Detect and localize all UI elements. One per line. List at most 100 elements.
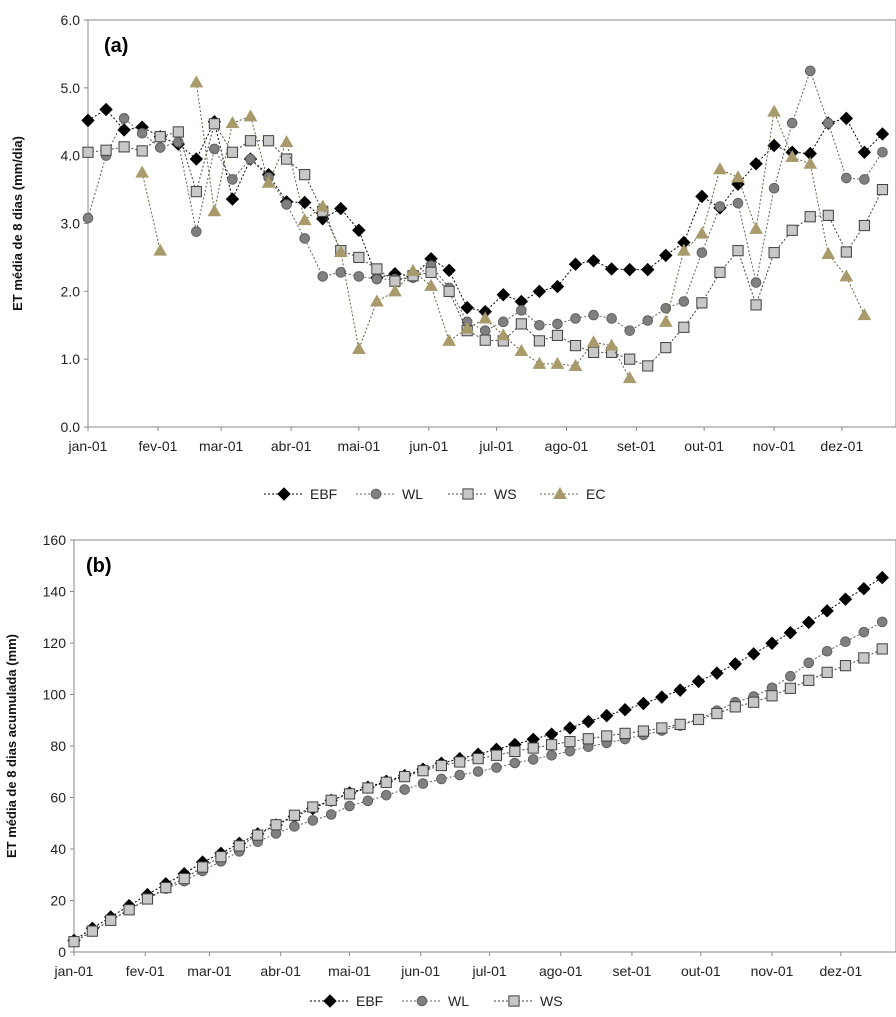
data-point bbox=[371, 273, 383, 285]
data-point bbox=[442, 333, 456, 346]
data-point bbox=[172, 126, 184, 138]
data-point bbox=[172, 136, 184, 148]
data-point bbox=[622, 262, 637, 277]
data-point bbox=[454, 769, 466, 781]
data-point bbox=[335, 267, 347, 278]
data-point bbox=[515, 318, 527, 330]
data-point bbox=[380, 776, 392, 788]
legend-label: WL bbox=[448, 993, 469, 1009]
data-point bbox=[857, 145, 872, 159]
y-tick-label: 60 bbox=[50, 790, 66, 806]
legend-marker bbox=[462, 488, 474, 500]
data-point bbox=[514, 344, 529, 357]
data-point bbox=[839, 660, 852, 672]
data-point bbox=[622, 371, 637, 384]
legend-marker bbox=[277, 487, 291, 501]
data-point bbox=[767, 104, 781, 117]
series-line bbox=[141, 172, 161, 251]
y-tick-label: 40 bbox=[50, 841, 66, 857]
data-point bbox=[875, 127, 890, 141]
data-point bbox=[472, 766, 484, 777]
data-point bbox=[399, 784, 410, 795]
data-point bbox=[822, 209, 834, 221]
data-point bbox=[839, 111, 854, 126]
legend-label: EBF bbox=[310, 486, 337, 502]
data-point bbox=[406, 263, 420, 276]
x-tick-label: out-01 bbox=[684, 438, 724, 454]
legend-marker bbox=[508, 995, 520, 1007]
data-point bbox=[279, 135, 294, 148]
data-point bbox=[728, 657, 742, 671]
data-point bbox=[749, 221, 763, 234]
data-point bbox=[105, 914, 117, 926]
y-tick-label: 2.0 bbox=[61, 283, 81, 299]
data-point bbox=[658, 314, 673, 327]
data-point bbox=[417, 765, 429, 777]
legend-marker bbox=[370, 488, 382, 500]
x-tick-label: abr-01 bbox=[260, 963, 301, 979]
data-point bbox=[351, 341, 366, 354]
data-point bbox=[362, 782, 374, 794]
data-point bbox=[343, 788, 356, 800]
x-tick-label: dez-01 bbox=[820, 438, 863, 454]
data-point bbox=[189, 75, 204, 88]
data-point bbox=[692, 713, 705, 726]
data-point bbox=[544, 727, 559, 741]
data-point bbox=[656, 722, 668, 734]
x-tick-label: nov-01 bbox=[751, 963, 794, 979]
data-point bbox=[822, 117, 834, 129]
data-point bbox=[786, 117, 798, 129]
series-ebf bbox=[81, 102, 890, 319]
data-point bbox=[750, 299, 762, 311]
x-tick-label: mai-01 bbox=[328, 963, 371, 979]
data-point bbox=[460, 300, 474, 315]
y-tick-label: 100 bbox=[43, 687, 67, 703]
data-point bbox=[353, 271, 365, 282]
data-point bbox=[497, 316, 509, 328]
data-point bbox=[710, 666, 724, 680]
legend-marker bbox=[553, 486, 567, 499]
plot-area bbox=[87, 19, 896, 428]
data-point bbox=[233, 840, 245, 852]
data-point bbox=[270, 819, 282, 831]
x-tick-label: jan-01 bbox=[54, 963, 94, 979]
data-point bbox=[225, 192, 240, 206]
data-point bbox=[587, 346, 600, 358]
data-point bbox=[527, 742, 539, 754]
data-point bbox=[803, 156, 818, 169]
data-point bbox=[516, 305, 527, 316]
data-point bbox=[748, 696, 760, 708]
data-point bbox=[479, 325, 491, 336]
data-point bbox=[215, 851, 227, 863]
y-tick-label: 5.0 bbox=[61, 80, 81, 96]
legend: EBF WL WS EC bbox=[264, 486, 605, 502]
data-point bbox=[117, 123, 131, 137]
chart-a-svg: 0.0 1.0 2.0 3.0 4.0 5.0 6.0 jan-01 fev-01 mar-01 a… bbox=[10, 12, 896, 502]
data-point bbox=[841, 172, 852, 184]
data-point bbox=[388, 284, 402, 297]
data-point bbox=[160, 882, 172, 894]
chart-b-svg: 0 20 40 60 80 100 120 140 160 jan-01 fev-01 mar-01 a… bbox=[4, 532, 896, 1009]
data-point bbox=[370, 294, 384, 307]
series-ec bbox=[135, 75, 872, 384]
series-line bbox=[73, 648, 883, 943]
data-point bbox=[768, 182, 780, 194]
data-point bbox=[86, 925, 98, 937]
x-tick-label: ago-01 bbox=[545, 438, 589, 454]
data-point bbox=[582, 733, 594, 745]
data-point bbox=[154, 131, 166, 143]
data-point bbox=[840, 246, 852, 258]
y-axis-label: ET média de 8 dias (mm/dia) bbox=[10, 136, 25, 311]
data-point bbox=[299, 233, 310, 244]
data-point bbox=[550, 356, 565, 369]
x-tick-label: mar-01 bbox=[187, 963, 232, 979]
x-tick-label: mar-01 bbox=[199, 438, 244, 454]
data-point bbox=[604, 262, 619, 276]
data-point bbox=[289, 821, 300, 832]
data-point bbox=[659, 248, 673, 263]
data-point bbox=[732, 245, 744, 257]
data-point bbox=[227, 174, 238, 185]
data-point bbox=[783, 625, 798, 640]
data-point bbox=[673, 683, 687, 697]
data-point bbox=[545, 739, 558, 751]
